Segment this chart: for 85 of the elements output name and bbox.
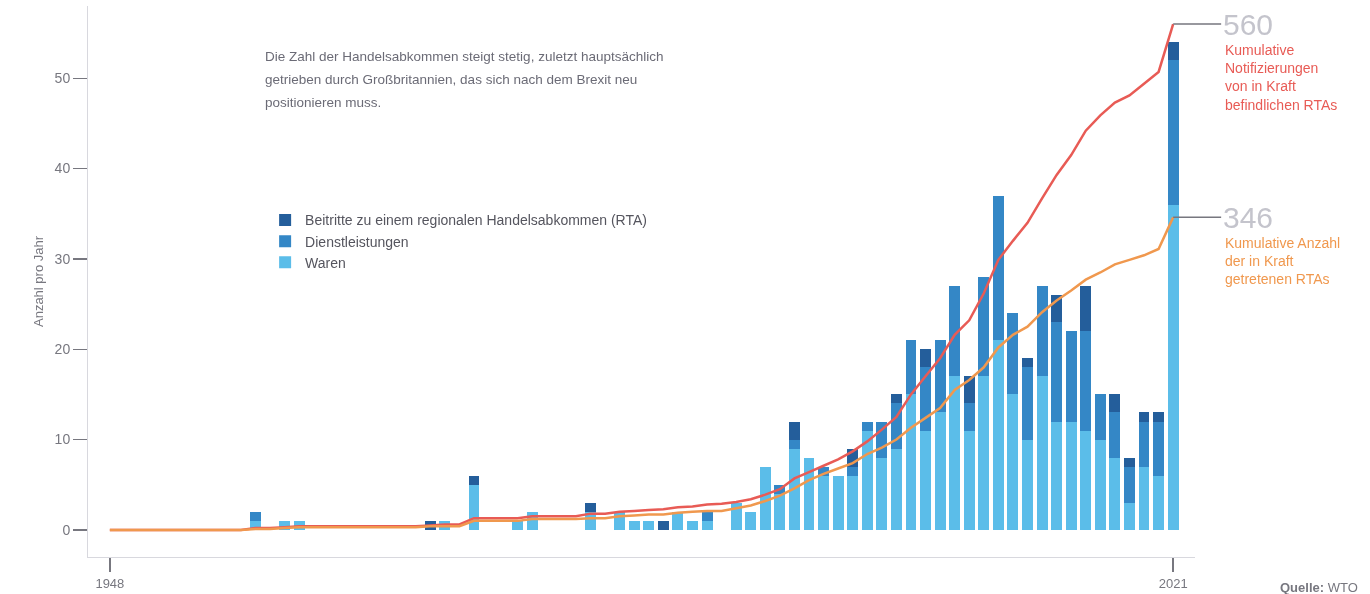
bar xyxy=(992,195,1004,341)
bar xyxy=(890,394,902,404)
bar xyxy=(949,376,961,530)
bar xyxy=(861,430,873,530)
bar xyxy=(585,502,596,512)
bar xyxy=(1153,421,1165,476)
bar xyxy=(1153,412,1165,422)
bar xyxy=(1065,331,1077,422)
bar xyxy=(1022,367,1033,440)
source-note: Quelle: WTO xyxy=(1280,580,1358,594)
bar xyxy=(1036,376,1048,530)
bar xyxy=(890,448,902,530)
bar xyxy=(978,276,990,377)
bar xyxy=(1051,322,1063,422)
text: Kumulative Notifizierungen von in Kraft befindlichen RTAs xyxy=(1225,42,1338,113)
y-tick-label: 0 xyxy=(62,521,71,538)
bar xyxy=(1109,457,1121,530)
bar xyxy=(1109,394,1121,413)
bar xyxy=(876,457,888,530)
bar xyxy=(250,511,261,521)
bar xyxy=(1080,286,1092,332)
legend-label: Beitritte zu einem regionalen Handelsabkommen (RTA) xyxy=(305,212,647,229)
bar xyxy=(832,475,844,530)
bar xyxy=(1167,60,1179,205)
bar xyxy=(992,340,1004,530)
bar xyxy=(1036,286,1048,377)
bar xyxy=(1138,421,1150,467)
bar xyxy=(1123,466,1135,503)
bar xyxy=(1080,331,1092,431)
bar xyxy=(1123,457,1135,467)
x-tick-label: 2021 xyxy=(1158,575,1188,591)
bar xyxy=(861,421,873,431)
bar xyxy=(1138,466,1150,530)
bar xyxy=(788,439,800,449)
y-tick-label: 30 xyxy=(54,250,71,267)
y-tick-label: 40 xyxy=(54,160,71,177)
bar xyxy=(788,421,800,440)
bar xyxy=(963,430,975,530)
bar xyxy=(687,520,698,530)
bar xyxy=(963,403,975,431)
bar xyxy=(657,520,669,530)
bar xyxy=(1167,204,1179,530)
bar xyxy=(949,286,961,377)
text: Die Zahl der Handelsabkommen steigt stetig, zuletzt hauptsächlich getrieben durch Großbritannien, das sich nach dem Brexit neu positionieren muss. xyxy=(265,48,665,112)
bar xyxy=(920,430,931,530)
bar xyxy=(1051,421,1063,530)
bar xyxy=(847,475,859,530)
y-tick-label: 50 xyxy=(54,70,71,87)
bar xyxy=(978,376,990,530)
data-label: 346 xyxy=(1223,201,1274,234)
legend-label: Dienstleistungen xyxy=(305,233,409,250)
bar xyxy=(628,520,640,530)
bar xyxy=(1123,502,1135,530)
bar xyxy=(1080,430,1092,530)
bar xyxy=(774,493,786,530)
bar xyxy=(745,511,757,530)
bar xyxy=(701,511,713,521)
x-tick-label: 1948 xyxy=(95,575,125,591)
bar xyxy=(1109,412,1121,458)
bar xyxy=(1138,412,1150,422)
bar xyxy=(1065,421,1077,530)
bar xyxy=(1007,394,1019,530)
bar xyxy=(1167,42,1179,61)
bar xyxy=(643,520,655,530)
bar xyxy=(701,520,713,530)
bar xyxy=(818,475,830,530)
bar xyxy=(468,475,480,485)
bar xyxy=(1153,475,1165,530)
y-axis-title: Anzahl pro Jahr xyxy=(30,235,46,328)
bar xyxy=(1022,358,1033,368)
bar xyxy=(847,466,859,476)
bar xyxy=(1094,394,1106,440)
bar xyxy=(730,502,742,530)
bar xyxy=(788,448,800,530)
bar xyxy=(1007,313,1019,395)
bar xyxy=(1022,439,1033,530)
y-tick-label: 10 xyxy=(54,431,71,448)
bar xyxy=(934,412,946,530)
bar xyxy=(759,466,771,530)
bar xyxy=(1094,439,1106,530)
bar xyxy=(920,349,931,368)
legend-label: Waren xyxy=(305,254,346,271)
text: Kumulative Anzahl der in Kraft getretenen RTAs xyxy=(1225,235,1341,288)
data-label: 560 xyxy=(1223,8,1274,41)
y-tick-label: 20 xyxy=(54,341,71,358)
